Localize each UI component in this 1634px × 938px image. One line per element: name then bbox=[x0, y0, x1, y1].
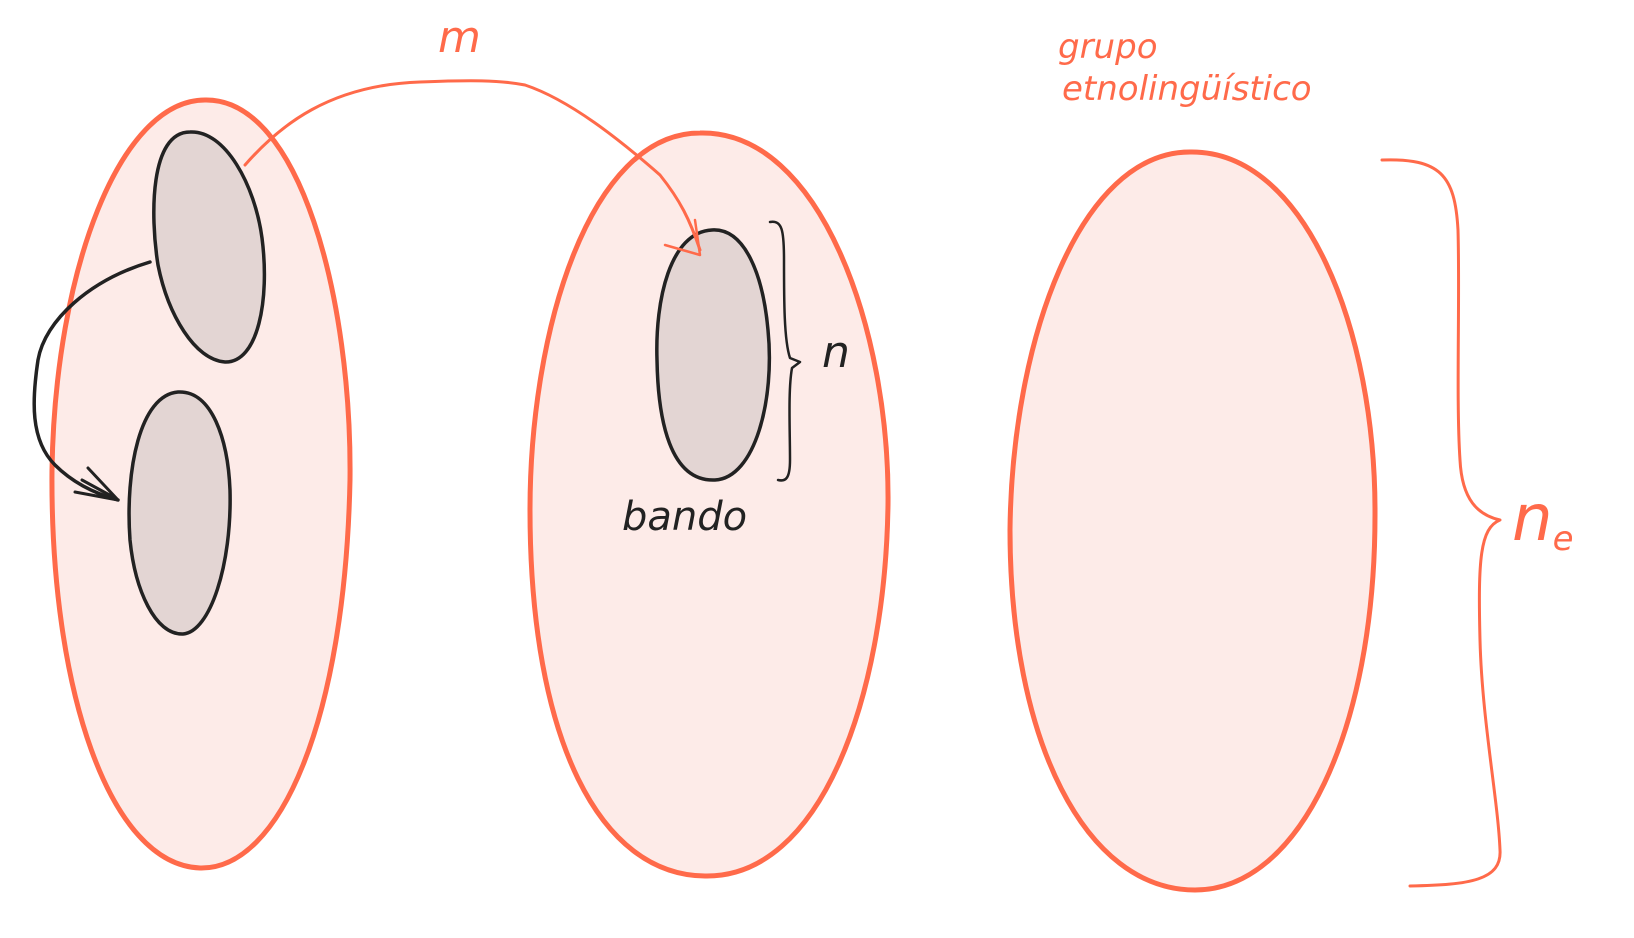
group-size-symbol: n bbox=[1512, 482, 1553, 556]
group-label-line1: grupo bbox=[1058, 27, 1158, 67]
migration-label: m bbox=[438, 12, 481, 63]
band-size-brace bbox=[768, 220, 802, 482]
group-1-band-a bbox=[152, 130, 267, 364]
group-label-line2: etnolingüístico bbox=[1062, 69, 1312, 109]
group-size-label: ne bbox=[1512, 482, 1573, 559]
group-3-ellipse bbox=[1007, 149, 1378, 893]
group-2 bbox=[527, 130, 891, 879]
group-3 bbox=[1007, 149, 1378, 893]
fission-arrow bbox=[32, 260, 152, 502]
band-label: bando bbox=[622, 494, 747, 540]
migration-arrow bbox=[243, 79, 702, 252]
group-2-ellipse bbox=[527, 130, 891, 879]
band-size-label: n bbox=[822, 327, 850, 378]
group-2-band bbox=[655, 228, 772, 482]
group-size-subscript: e bbox=[1553, 519, 1574, 559]
group-size-brace bbox=[1380, 158, 1502, 888]
fission-arrow-head bbox=[73, 466, 120, 502]
group-1-band-b bbox=[127, 390, 232, 636]
group-1 bbox=[32, 97, 353, 871]
migration-arrow-head bbox=[663, 218, 702, 257]
